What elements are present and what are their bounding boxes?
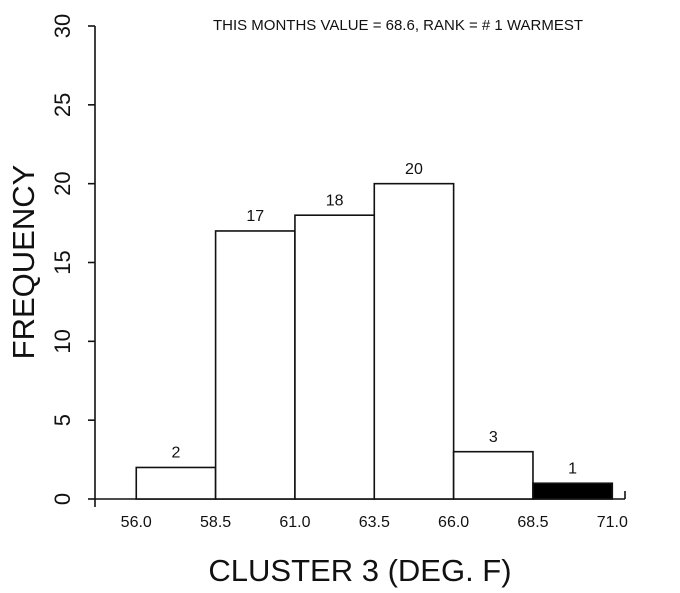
bar — [135, 466, 217, 500]
y-tick-label: 30 — [50, 14, 75, 38]
y-tick-label: 0 — [50, 493, 75, 505]
y-tick-label: 15 — [50, 250, 75, 274]
bar — [294, 214, 376, 500]
y-tick-label: 25 — [50, 93, 75, 117]
x-tick-label: 66.0 — [438, 514, 469, 531]
y-axis-label: FREQUENCY — [6, 165, 41, 360]
data-label: 3 — [489, 429, 498, 446]
data-label: 17 — [246, 208, 264, 225]
data-label: 1 — [568, 460, 577, 477]
x-tick-label: 63.5 — [359, 514, 390, 531]
x-tick-label: 71.0 — [597, 514, 628, 531]
y-tick-label: 5 — [50, 414, 75, 426]
data-label: 20 — [405, 161, 423, 178]
x-tick-label: 68.5 — [517, 514, 548, 531]
x-tick-label: 56.0 — [121, 514, 152, 531]
bar — [452, 450, 534, 500]
y-tick-label: 10 — [50, 329, 75, 353]
bar — [214, 230, 296, 500]
data-label: 2 — [171, 445, 180, 462]
y-tick-label: 20 — [50, 171, 75, 195]
bar — [532, 482, 614, 500]
x-tick-label: 61.0 — [279, 514, 310, 531]
x-axis-label: CLUSTER 3 (DEG. F) — [208, 553, 511, 588]
x-tick-label: 58.5 — [200, 514, 231, 531]
data-label: 18 — [326, 192, 344, 209]
bar — [373, 182, 455, 500]
chart-title: THIS MONTHS VALUE = 68.6, RANK = # 1 WAR… — [213, 17, 583, 34]
